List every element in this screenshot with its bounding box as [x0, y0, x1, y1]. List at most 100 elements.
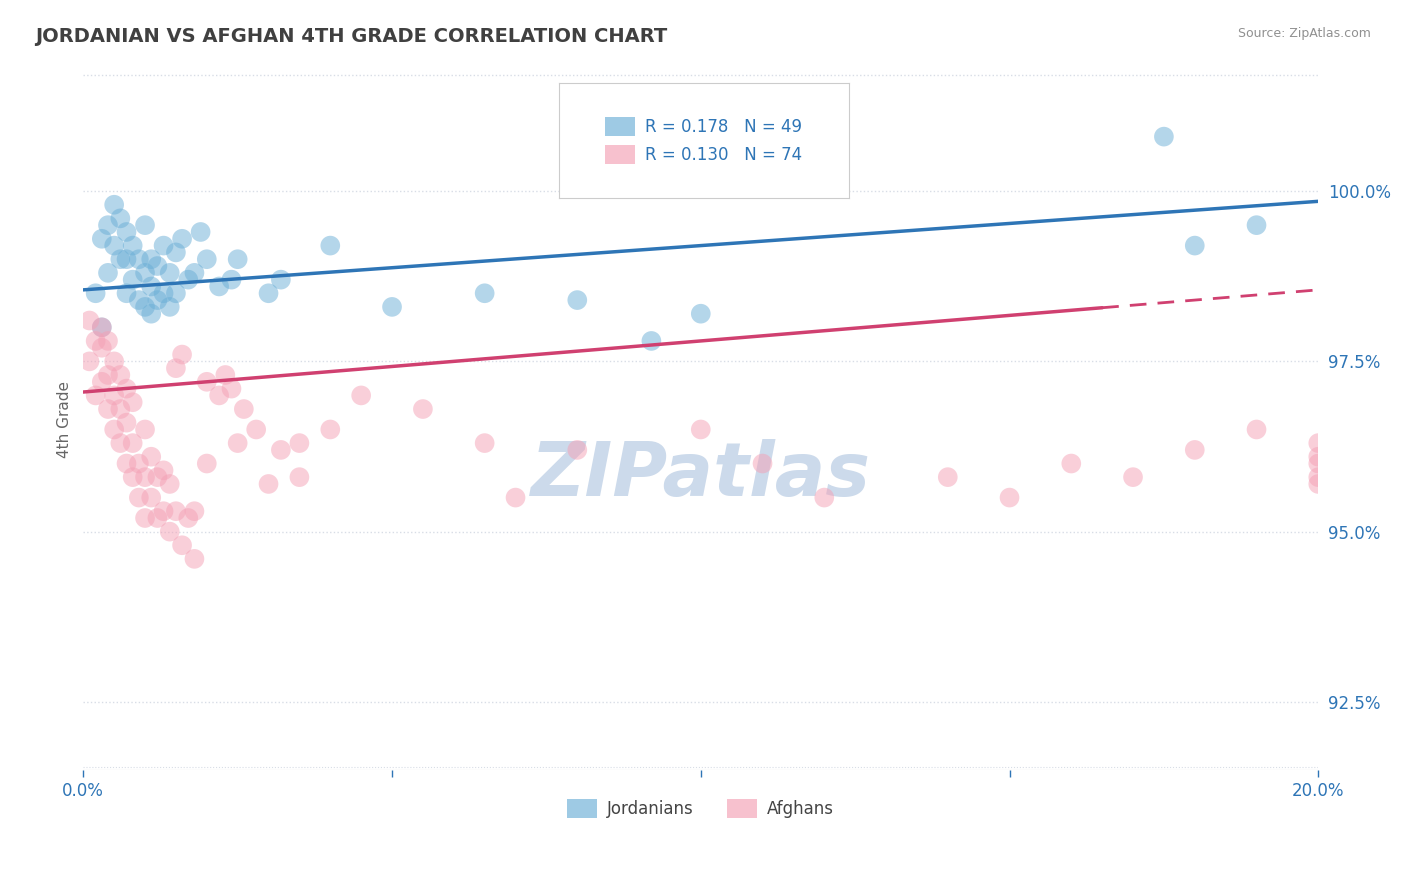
- Point: [90, 320, 112, 334]
- Point: [165, 361, 187, 376]
- Point: [115, 225, 138, 239]
- Point: [257, 286, 280, 301]
- Point: [1184, 442, 1206, 457]
- Point: [97, 402, 120, 417]
- Point: [195, 375, 218, 389]
- Point: [110, 436, 132, 450]
- Point: [288, 436, 311, 450]
- Point: [1184, 238, 1206, 252]
- Point: [152, 286, 174, 301]
- Point: [567, 442, 589, 457]
- Point: [1122, 470, 1144, 484]
- Point: [567, 293, 589, 307]
- Point: [350, 388, 373, 402]
- Point: [689, 422, 711, 436]
- Point: [115, 416, 138, 430]
- Point: [751, 457, 773, 471]
- Point: [134, 218, 156, 232]
- Point: [226, 436, 249, 450]
- Point: [159, 524, 181, 539]
- Point: [270, 273, 292, 287]
- Point: [110, 252, 132, 267]
- Point: [640, 334, 662, 348]
- Text: ZIPatlas: ZIPatlas: [531, 439, 870, 512]
- Point: [152, 463, 174, 477]
- Point: [134, 300, 156, 314]
- Point: [115, 457, 138, 471]
- Point: [141, 307, 163, 321]
- Point: [474, 436, 496, 450]
- Point: [141, 491, 163, 505]
- Point: [936, 470, 959, 484]
- Point: [505, 491, 527, 505]
- Legend: Jordanians, Afghans: Jordanians, Afghans: [561, 792, 841, 825]
- Point: [97, 334, 120, 348]
- Y-axis label: 4th Grade: 4th Grade: [58, 381, 72, 458]
- Point: [208, 388, 231, 402]
- Point: [226, 252, 249, 267]
- Point: [121, 273, 143, 287]
- Point: [121, 436, 143, 450]
- Point: [183, 504, 205, 518]
- Point: [134, 511, 156, 525]
- Point: [177, 273, 200, 287]
- Point: [146, 470, 169, 484]
- Point: [90, 341, 112, 355]
- Point: [146, 511, 169, 525]
- Point: [998, 491, 1021, 505]
- Point: [1308, 436, 1330, 450]
- Point: [84, 388, 107, 402]
- Point: [1153, 129, 1175, 144]
- Point: [103, 422, 125, 436]
- Point: [84, 286, 107, 301]
- Point: [319, 422, 342, 436]
- Point: [110, 402, 132, 417]
- Point: [813, 491, 835, 505]
- Point: [152, 238, 174, 252]
- Point: [79, 313, 101, 327]
- Point: [245, 422, 267, 436]
- Point: [115, 382, 138, 396]
- Point: [146, 293, 169, 307]
- Point: [381, 300, 404, 314]
- Point: [165, 286, 187, 301]
- Point: [183, 266, 205, 280]
- Point: [121, 470, 143, 484]
- Point: [159, 300, 181, 314]
- Point: [183, 552, 205, 566]
- Point: [232, 402, 254, 417]
- Point: [115, 286, 138, 301]
- Point: [141, 450, 163, 464]
- Point: [165, 245, 187, 260]
- Point: [190, 225, 212, 239]
- Point: [319, 238, 342, 252]
- Point: [1308, 457, 1330, 471]
- Point: [141, 279, 163, 293]
- Point: [90, 232, 112, 246]
- Point: [689, 307, 711, 321]
- Point: [1246, 422, 1268, 436]
- Point: [1308, 470, 1330, 484]
- Point: [79, 354, 101, 368]
- Point: [103, 238, 125, 252]
- Point: [141, 252, 163, 267]
- Point: [1246, 218, 1268, 232]
- Text: Source: ZipAtlas.com: Source: ZipAtlas.com: [1237, 27, 1371, 40]
- Point: [90, 320, 112, 334]
- Point: [128, 491, 150, 505]
- Point: [128, 457, 150, 471]
- Point: [134, 422, 156, 436]
- Point: [1060, 457, 1083, 471]
- Point: [177, 511, 200, 525]
- Point: [128, 252, 150, 267]
- Point: [103, 388, 125, 402]
- Point: [1308, 477, 1330, 491]
- Point: [172, 538, 194, 552]
- Point: [134, 266, 156, 280]
- Point: [221, 273, 243, 287]
- Point: [474, 286, 496, 301]
- Point: [121, 395, 143, 409]
- Point: [165, 504, 187, 518]
- Point: [103, 198, 125, 212]
- Point: [214, 368, 236, 382]
